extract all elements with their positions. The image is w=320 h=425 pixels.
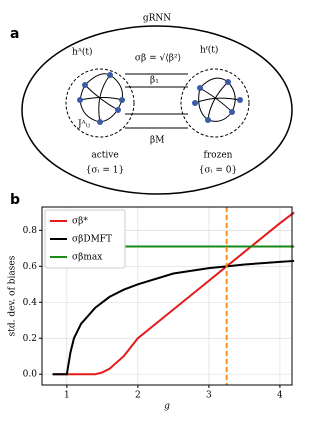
- grnn-label: gRNN: [143, 14, 171, 24]
- panel-b-chart: 1 2 3 4 0.0 0.2 0.4 0.6 0.8 g std. dev. of biases σ…: [8, 206, 295, 412]
- panel-label: b: [10, 192, 20, 208]
- y-tick-label: 0.4: [23, 298, 38, 308]
- y-axis-label: std. dev. of biases: [8, 255, 18, 336]
- y-tick-label: 0.2: [23, 334, 37, 344]
- active-label: active: [91, 151, 118, 161]
- active-set: {σᵢ = 1}: [86, 166, 124, 176]
- arrows: [125, 73, 188, 129]
- sigma-def: σβ = √⟨β²⟩: [135, 53, 181, 64]
- x-tick-label: 2: [135, 391, 141, 401]
- frozen-nodes: [192, 79, 243, 123]
- x-axis-label: g: [164, 402, 170, 412]
- axes-frame: [41, 206, 293, 386]
- beta-m: βM: [150, 136, 164, 146]
- legend-label: σβ*: [72, 217, 88, 227]
- y-tick-label: 0.6: [23, 262, 38, 272]
- frozen-set: {σᵢ = 0}: [199, 166, 237, 176]
- active-nodes: [77, 72, 125, 125]
- h-active: hᴬ(t): [72, 47, 93, 58]
- panel-label: a: [10, 26, 19, 42]
- active-wires: [79, 73, 123, 123]
- frozen-label: frozen: [204, 151, 233, 161]
- grnn-ellipse: [21, 25, 293, 195]
- coupling: Jᴬᵢⱼ: [77, 120, 90, 130]
- series-line: [52, 211, 295, 376]
- series-line: [52, 259, 295, 376]
- x-tick-label: 3: [206, 391, 212, 401]
- legend-box: [44, 209, 126, 269]
- y-tick-label: 0.8: [23, 226, 38, 236]
- panel-a: a gRNN hᴬ(t) σβ = √⟨β²⟩ hᶠ(t) β₁ βM J: [10, 14, 293, 195]
- h-frozen: hᶠ(t): [200, 45, 218, 56]
- frozen-circle: [180, 68, 250, 138]
- beta-1: β₁: [150, 76, 159, 86]
- figure: a gRNN hᴬ(t) σβ = √⟨β²⟩ hᶠ(t) β₁ βM J: [8, 14, 295, 412]
- legend-label: σβmax: [72, 253, 102, 263]
- active-circle: [65, 68, 135, 138]
- y-tick-label: 0.0: [23, 370, 38, 380]
- frozen-wires: [194, 77, 241, 122]
- x-tick-label: 4: [277, 391, 283, 401]
- legend-label: σβDMFT: [72, 235, 112, 245]
- x-tick-label: 1: [64, 391, 70, 401]
